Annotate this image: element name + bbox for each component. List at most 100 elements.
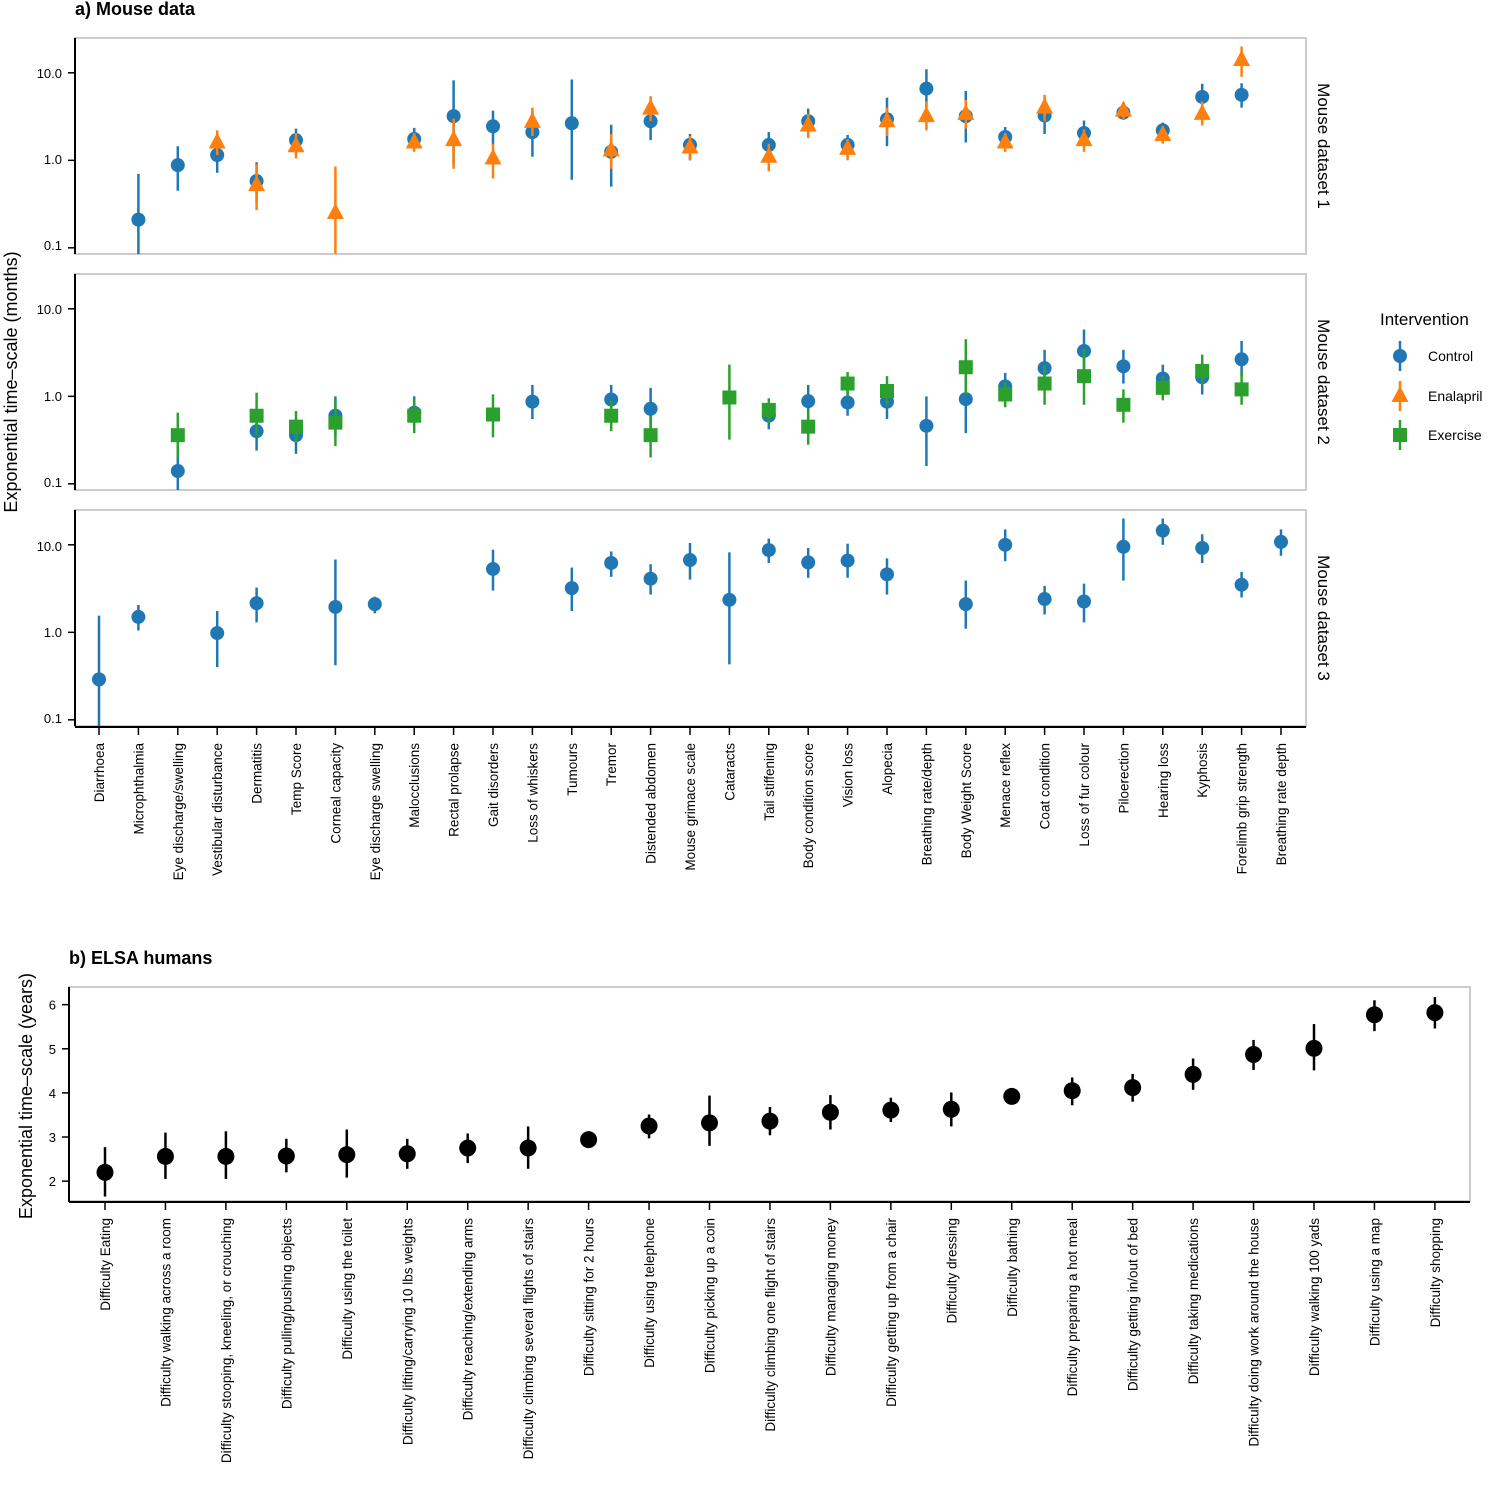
xtick-label-microphthalmia: Microphthalmia <box>131 743 146 835</box>
xtick-label-tumours: Tumours <box>565 743 580 796</box>
marker-square <box>407 408 422 423</box>
marker-circle <box>564 581 579 596</box>
point-control-facet3-piloerection <box>1116 518 1131 581</box>
marker-triangle <box>839 138 857 155</box>
point-exercise-facet2-kyphosis <box>1195 354 1210 385</box>
marker-circle <box>683 553 697 568</box>
marker-circle <box>1245 1046 1263 1064</box>
point-exercise-facet2-corneal-capacity <box>328 400 343 447</box>
xtick-label-vestibular-disturbance: Vestibular disturbance <box>210 743 225 876</box>
marker-circle <box>998 537 1013 552</box>
marker-circle <box>170 158 185 173</box>
b-point-difficulty-dressing <box>942 1092 960 1127</box>
xtick-label-tremor: Tremor <box>604 742 619 786</box>
b-point-difficulty-sitting-for-2-hours <box>580 1131 598 1149</box>
marker-circle <box>958 597 973 612</box>
panel-b-frame <box>68 986 1471 1202</box>
legend: Intervention Control Enalapril Exercise <box>1380 310 1482 450</box>
b-xtick-label-difficulty-getting-in-out-of-bed: Difficulty getting in/out of bed <box>1126 1218 1141 1391</box>
point-control-facet3-vestibular-disturbance <box>210 611 225 668</box>
point-control-facet3-alopecia <box>880 558 894 595</box>
point-enalapril-facet1-gait-disorders <box>484 143 502 179</box>
panel-a-marks <box>92 46 1288 726</box>
marker-circle <box>217 1147 235 1165</box>
b-ytick-label-5: 5 <box>49 1042 56 1057</box>
marker-square <box>289 419 303 434</box>
point-exercise-facet2-temp-score <box>289 410 303 443</box>
panel-b-y-axis-title: Exponential time–scale (years) <box>16 973 36 1219</box>
marker-square <box>840 376 855 391</box>
marker-square <box>1234 382 1249 397</box>
point-enalapril-facet1-body-weight-score <box>957 99 975 129</box>
marker-triangle <box>917 106 935 123</box>
marker-circle <box>821 1103 839 1121</box>
marker-circle <box>398 1145 416 1163</box>
xtick-label-piloerection: Piloerection <box>1116 743 1131 814</box>
b-point-difficulty-walking-100-yads <box>1305 1024 1323 1071</box>
b-point-difficulty-doing-work-around-the-house <box>1245 1039 1263 1070</box>
xtick-label-breathing-rate-depth: Breathing rate/depth <box>919 743 934 865</box>
point-control-facet2-breathing-rate-depth <box>919 396 934 466</box>
f1-ytick-1.0: 1.0 <box>44 152 62 167</box>
f1-ytick-10.0: 10.0 <box>37 66 62 81</box>
point-exercise-facet2-loss-of-fur-colour <box>1077 348 1091 405</box>
marker-circle <box>564 116 579 131</box>
point-enalapril-facet1-distended-abdomen <box>642 96 660 122</box>
b-xtick-label-difficulty-stooping-kneeling-or-crouching: Difficulty stooping, kneeling, or crouch… <box>219 1218 234 1463</box>
point-exercise-facet2-vision-loss <box>840 371 855 397</box>
legend-exercise-square-icon <box>1393 428 1407 442</box>
point-control-facet3-corneal-capacity <box>328 559 343 666</box>
f3-ytick-10.0: 10.0 <box>37 539 62 554</box>
point-enalapril-facet1-tremor <box>602 133 620 169</box>
facet-2-frame <box>74 273 1307 491</box>
b-xtick-label-difficulty-doing-work-around-the-house: Difficulty doing work around the house <box>1247 1218 1262 1447</box>
point-enalapril-facet1-malocclusions <box>405 132 423 152</box>
marker-circle <box>156 1147 174 1165</box>
point-control-facet3-kyphosis <box>1195 534 1210 563</box>
marker-circle <box>486 119 500 134</box>
b-xtick-label-difficulty-picking-up-a-coin: Difficulty picking up a coin <box>703 1218 718 1373</box>
b-xtick-label-difficulty-lifting-carrying-10-lbs-weights: Difficulty lifting/carrying 10 lbs weigh… <box>400 1218 415 1445</box>
b-point-difficulty-bathing <box>1003 1087 1021 1105</box>
marker-circle <box>722 592 737 607</box>
point-exercise-facet2-menace-reflex <box>998 382 1013 408</box>
point-exercise-facet2-piloerection <box>1116 389 1131 423</box>
point-enalapril-facet1-tail-stiffening <box>760 143 778 172</box>
xtick-label-loss-of-fur-colour: Loss of fur colour <box>1077 743 1092 847</box>
marker-circle <box>1184 1065 1202 1083</box>
marker-square <box>1155 380 1170 395</box>
marker-circle <box>131 609 146 624</box>
facet-3-strip-label: Mouse dataset 3 <box>1314 555 1333 681</box>
marker-circle <box>525 394 540 409</box>
point-control-facet3-gait-disorders <box>486 549 500 591</box>
point-enalapril-facet1-menace-reflex <box>996 132 1014 152</box>
b-xtick-label-difficulty-reaching-extending-arms: Difficulty reaching/extending arms <box>461 1218 476 1421</box>
point-control-facet3-distended-abdomen <box>643 564 658 595</box>
point-exercise-facet2-forelimb-grip-strength <box>1234 371 1249 405</box>
point-enalapril-facet1-breathing-rate-depth <box>917 101 935 131</box>
point-control-facet3-hearing-loss <box>1155 518 1170 545</box>
b-point-difficulty-using-telephone <box>640 1114 658 1139</box>
marker-square <box>1037 376 1052 391</box>
marker-circle <box>170 464 185 479</box>
marker-square <box>604 408 619 423</box>
marker-circle <box>919 418 934 433</box>
marker-triangle <box>287 136 305 153</box>
point-enalapril-facet1-vision-loss <box>839 138 857 161</box>
b-point-difficulty-climbing-several-flights-of-stairs <box>519 1126 537 1169</box>
b-ytick-label-4: 4 <box>49 1086 56 1101</box>
point-exercise-facet2-distended-abdomen <box>643 415 658 458</box>
marker-circle <box>840 553 855 568</box>
point-control-facet3-loss-of-fur-colour <box>1077 583 1091 623</box>
xtick-label-gait-disorders: Gait disorders <box>486 743 501 827</box>
point-enalapril-facet1-temp-score <box>287 133 305 159</box>
b-xtick-label-difficulty-sitting-for-2-hours: Difficulty sitting for 2 hours <box>582 1218 597 1376</box>
point-exercise-facet2-cataracts <box>722 364 737 440</box>
marker-triangle <box>1036 97 1054 114</box>
b-xtick-label-difficulty-walking-100-yads: Difficulty walking 100 yads <box>1307 1218 1322 1376</box>
marker-triangle <box>484 148 502 165</box>
b-point-difficulty-stooping-kneeling-or-crouching <box>217 1131 235 1179</box>
point-enalapril-facet1-vestibular-disturbance <box>208 130 226 156</box>
marker-square <box>761 402 776 417</box>
